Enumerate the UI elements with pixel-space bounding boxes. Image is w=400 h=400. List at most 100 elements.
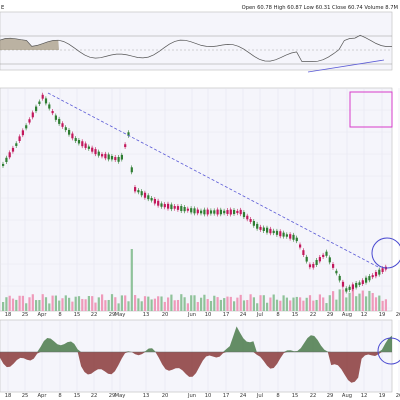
candle-body: [58, 118, 61, 124]
candle-body: [153, 198, 156, 204]
x-tick-label: 26: [396, 312, 400, 318]
candle-body: [332, 264, 335, 268]
volume-bar: [31, 294, 34, 311]
candle-body: [345, 288, 348, 292]
x-tick-label: 18: [5, 393, 12, 399]
candle-body: [351, 284, 354, 290]
candle-body: [374, 272, 378, 277]
volume-bar: [2, 302, 5, 311]
candle-body: [371, 275, 374, 278]
macd-negative-area: [0, 352, 392, 383]
candle-body: [150, 197, 153, 201]
volume-bar: [269, 297, 272, 311]
candle-body: [335, 270, 338, 274]
volume-bar: [84, 299, 87, 311]
x-tick-label: 20: [162, 393, 169, 399]
candle-body: [275, 230, 279, 235]
volume-bar: [77, 296, 81, 311]
x-tick-label: May: [115, 393, 126, 399]
volume-bar: [361, 290, 364, 311]
ohlcv-readout: Open 60.78 High 60.87 Low 60.31 Close 60…: [242, 5, 398, 11]
candle-body: [8, 152, 11, 158]
candle-body: [190, 208, 193, 213]
volume-bar: [226, 296, 229, 311]
candle-body: [38, 101, 41, 105]
volume-bar: [325, 303, 328, 311]
candle-body: [160, 203, 163, 207]
x-tick-label: 15: [292, 393, 299, 399]
volume-bar: [368, 290, 371, 311]
volume-bar: [11, 298, 15, 311]
volume-bar: [110, 294, 114, 311]
candle-body: [68, 129, 71, 135]
candle-body: [315, 260, 318, 265]
candle-body: [15, 143, 18, 146]
volume-bar: [384, 299, 387, 311]
candle-body: [41, 94, 44, 99]
volume-bar: [25, 303, 28, 311]
candle-body: [378, 269, 381, 275]
x-tick-label: 22: [310, 393, 317, 399]
candle-body: [11, 147, 15, 152]
volume-bar: [358, 293, 361, 311]
candle-body: [322, 254, 325, 257]
volume-bar: [51, 295, 54, 311]
x-tick-label: 10: [205, 393, 212, 399]
candle-body: [216, 209, 219, 215]
candle-body: [312, 263, 315, 268]
candle-body: [318, 257, 321, 262]
candle-body: [2, 163, 5, 166]
x-tick-label: 24: [240, 312, 247, 318]
volume-bar: [242, 300, 246, 311]
candle-body: [173, 206, 176, 209]
volume-bar: [41, 294, 44, 311]
volume-bar: [5, 297, 8, 311]
candle-body: [94, 149, 97, 155]
volume-bar: [348, 292, 351, 311]
candle-body: [117, 156, 120, 162]
candle-body: [147, 195, 150, 200]
candle-body: [279, 231, 282, 237]
volume-bar: [292, 297, 295, 311]
x-tick-label: 29: [109, 393, 116, 399]
candle-body: [101, 154, 104, 157]
volume-bar: [262, 295, 265, 311]
volume-bar: [305, 297, 308, 311]
candle-body: [292, 234, 295, 240]
volume-bar: [351, 289, 354, 311]
candle-body: [143, 192, 147, 198]
candle-body: [74, 138, 77, 142]
price-panel: [0, 87, 393, 312]
candle-body: [107, 154, 110, 160]
x-tick-label: 10: [205, 312, 212, 318]
candle-body: [355, 282, 358, 288]
volume-bar: [219, 299, 222, 311]
top-oscillator-panel: [0, 11, 393, 71]
volume-bar: [272, 294, 275, 311]
volume-bar: [163, 301, 166, 311]
volume-bar: [315, 299, 318, 311]
oscillator-trend-line: [307, 59, 385, 73]
volume-bar: [114, 297, 117, 311]
candle-body: [193, 208, 196, 214]
candle-body: [206, 209, 209, 215]
x-tick-label: 8: [58, 312, 61, 318]
candle-body: [170, 204, 173, 210]
x-tick-label: 8: [276, 393, 279, 399]
candle-body: [361, 280, 364, 285]
volume-bar: [295, 296, 298, 311]
annotation-circle-price: [371, 237, 400, 269]
macd-positive-area: [0, 326, 392, 352]
candle-body: [348, 286, 351, 290]
x-tick-label: 8: [276, 312, 279, 318]
volume-bar: [249, 294, 252, 311]
volume-bar: [206, 299, 209, 311]
candle-body: [51, 110, 54, 114]
candle-body: [77, 140, 81, 144]
candle-body: [203, 209, 206, 215]
candle-body: [196, 209, 199, 214]
candle-body: [124, 144, 127, 148]
x-tick-label: 22: [91, 312, 98, 318]
candle-body: [167, 203, 170, 209]
volume-bar: [170, 294, 173, 311]
